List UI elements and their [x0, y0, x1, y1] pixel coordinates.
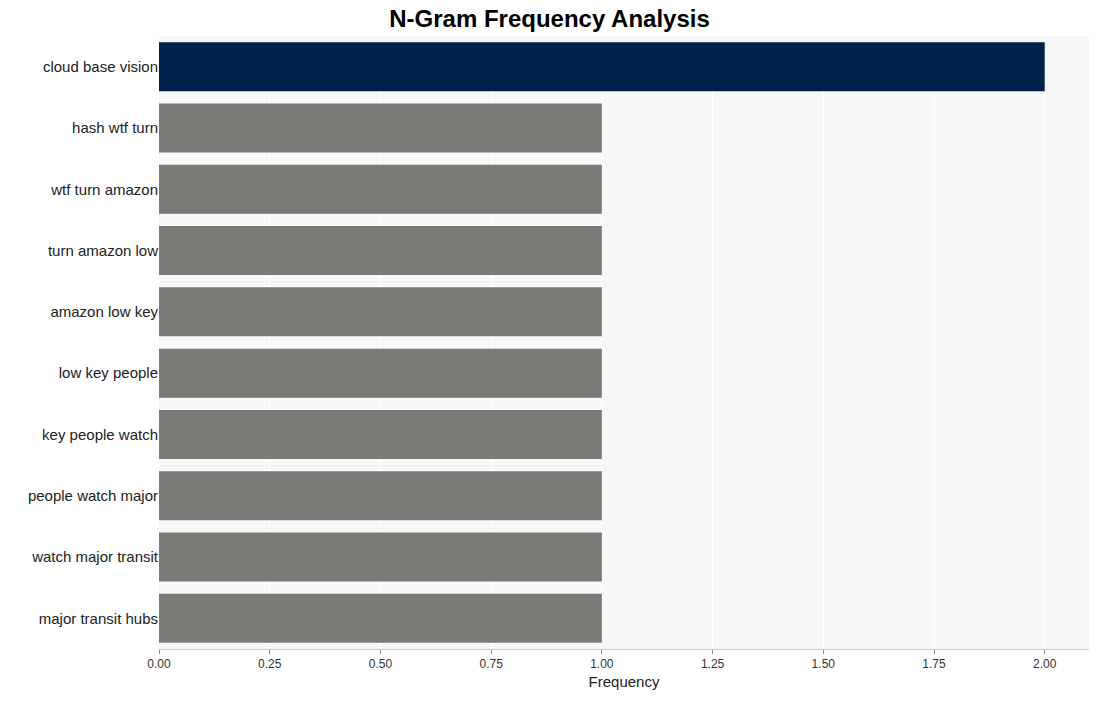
svg-text:turn amazon low: turn amazon low — [48, 242, 158, 259]
svg-text:people watch major: people watch major — [28, 487, 158, 504]
svg-text:0.50: 0.50 — [369, 657, 393, 671]
svg-text:wtf turn amazon: wtf turn amazon — [50, 181, 158, 198]
svg-text:hash wtf turn: hash wtf turn — [72, 119, 158, 136]
svg-text:0.00: 0.00 — [147, 657, 171, 671]
svg-text:1.75: 1.75 — [922, 657, 946, 671]
svg-text:1.25: 1.25 — [701, 657, 725, 671]
svg-text:0.75: 0.75 — [479, 657, 503, 671]
svg-text:1.00: 1.00 — [590, 657, 614, 671]
svg-text:amazon low key: amazon low key — [50, 303, 158, 320]
svg-text:N-Gram Frequency Analysis: N-Gram Frequency Analysis — [389, 5, 710, 32]
svg-text:key people watch: key people watch — [42, 426, 158, 443]
svg-text:2.00: 2.00 — [1033, 657, 1057, 671]
svg-text:cloud base vision: cloud base vision — [43, 58, 158, 75]
svg-text:watch major transit: watch major transit — [31, 548, 159, 565]
svg-text:1.50: 1.50 — [812, 657, 836, 671]
svg-text:Frequency: Frequency — [589, 673, 660, 690]
svg-text:low key people: low key people — [59, 364, 158, 381]
svg-text:0.25: 0.25 — [258, 657, 282, 671]
svg-text:major transit hubs: major transit hubs — [39, 610, 158, 627]
